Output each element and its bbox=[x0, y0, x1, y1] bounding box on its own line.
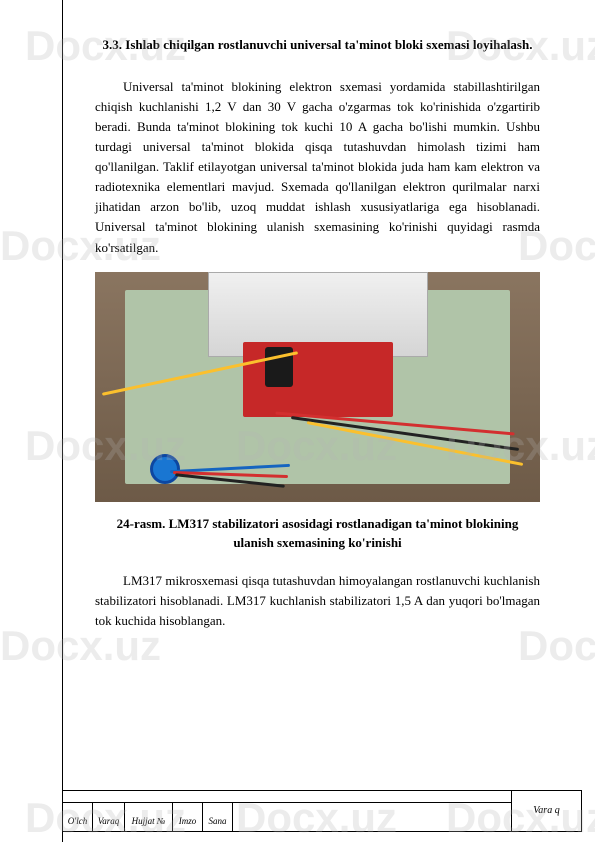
page-left-border bbox=[62, 0, 63, 842]
figure-photo bbox=[95, 272, 540, 502]
sheet-label: Vara q bbox=[533, 805, 559, 817]
title-block-cell: Hujjat № bbox=[125, 811, 173, 831]
title-block-cell: O'lch bbox=[63, 811, 93, 831]
figure-caption: 24-rasm. LM317 stabilizatori asosidagi r… bbox=[95, 514, 540, 553]
title-block-cell: Imzo bbox=[173, 811, 203, 831]
title-block-labels: O'lchVaraqHujjat №ImzoSana bbox=[63, 811, 233, 831]
title-block-cell: Varaq bbox=[93, 811, 125, 831]
potentiometer-knob bbox=[150, 454, 180, 484]
document-content: 3.3. Ishlab chiqilgan rostlanuvchi unive… bbox=[95, 35, 540, 645]
paragraph-2: LM317 mikrosxemasi qisqa tutashuvdan him… bbox=[95, 571, 540, 631]
paragraph-1: Universal ta'minot blokining elektron sx… bbox=[95, 77, 540, 258]
title-block-cell: Sana bbox=[203, 811, 233, 831]
section-title: 3.3. Ishlab chiqilgan rostlanuvchi unive… bbox=[95, 35, 540, 55]
sheet-number-box: Vara q bbox=[511, 791, 581, 831]
title-block-frame: O'lchVaraqHujjat №ImzoSana Vara q bbox=[62, 790, 582, 832]
